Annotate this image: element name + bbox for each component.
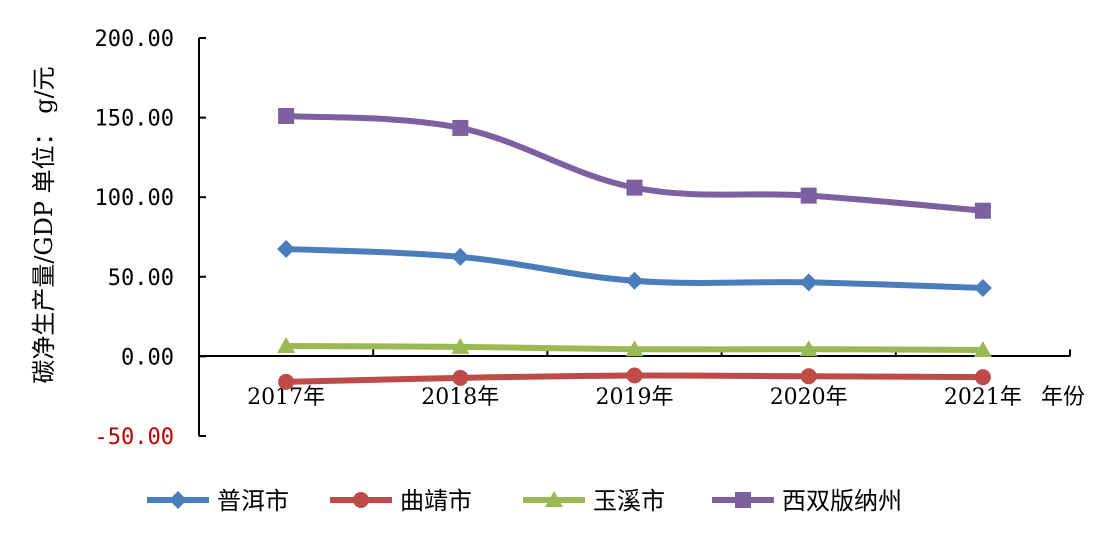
- y-tick-label: 100.00: [95, 186, 174, 211]
- series-layer: [277, 108, 992, 390]
- y-tick-label: -50.00: [95, 425, 174, 450]
- data-point: [452, 369, 469, 386]
- series-3: [277, 337, 992, 358]
- data-point: [800, 187, 817, 204]
- legend-label: 西双版纳州: [782, 487, 902, 515]
- legend-item: 曲靖市: [330, 487, 472, 515]
- x-tick-label: 2021年: [944, 385, 1022, 410]
- x-tick-label: 2018年: [421, 385, 499, 410]
- y-tick-label: 150.00: [95, 107, 174, 132]
- data-point: [451, 337, 470, 354]
- y-tick-label: 200.00: [95, 27, 174, 52]
- legend-label: 曲靖市: [400, 487, 472, 515]
- data-point: [278, 373, 295, 390]
- data-point: [973, 341, 992, 358]
- data-point: [625, 271, 644, 290]
- y-axis-title: 碳净生产量/GDP 单位： g/元: [30, 66, 58, 383]
- x-axis-title: 年份: [1041, 385, 1085, 410]
- data-point: [799, 273, 818, 292]
- legend-marker: [169, 491, 187, 509]
- data-point: [626, 367, 643, 384]
- data-point: [625, 340, 644, 357]
- x-tick-label: 2019年: [596, 385, 674, 410]
- y-ticks: 200.00 150.00 100.00 50.00 0.00 -50.00: [95, 27, 206, 450]
- legend-label: 玉溪市: [593, 487, 665, 515]
- data-point: [974, 202, 991, 219]
- legend-marker: [545, 491, 563, 507]
- series-2: [278, 367, 991, 390]
- y-tick-label: 50.00: [108, 266, 174, 291]
- legend-item: 普洱市: [147, 487, 289, 515]
- x-ticks: 2017年 2018年 2019年 2020年 2021年: [198, 349, 1071, 410]
- data-point: [973, 278, 992, 297]
- data-point: [799, 340, 818, 357]
- series-line: [283, 113, 986, 214]
- data-point: [452, 119, 469, 136]
- data-point: [800, 368, 817, 385]
- data-point: [277, 337, 296, 354]
- x-tick-label: 2020年: [770, 385, 848, 410]
- data-point: [974, 369, 991, 386]
- legend-label: 普洱市: [217, 487, 289, 515]
- legend-item: 西双版纳州: [712, 487, 902, 515]
- legend-item: 玉溪市: [523, 487, 665, 515]
- legend: 普洱市 曲靖市 玉溪市 西双版纳州: [147, 487, 902, 515]
- legend-marker: [735, 492, 751, 508]
- data-point: [277, 239, 296, 258]
- data-point: [278, 108, 295, 125]
- y-tick-label: 0.00: [121, 345, 174, 370]
- data-point: [451, 247, 470, 266]
- legend-marker: [353, 492, 369, 508]
- data-point: [626, 179, 643, 196]
- series-1: [277, 239, 992, 297]
- series-4: [278, 108, 991, 219]
